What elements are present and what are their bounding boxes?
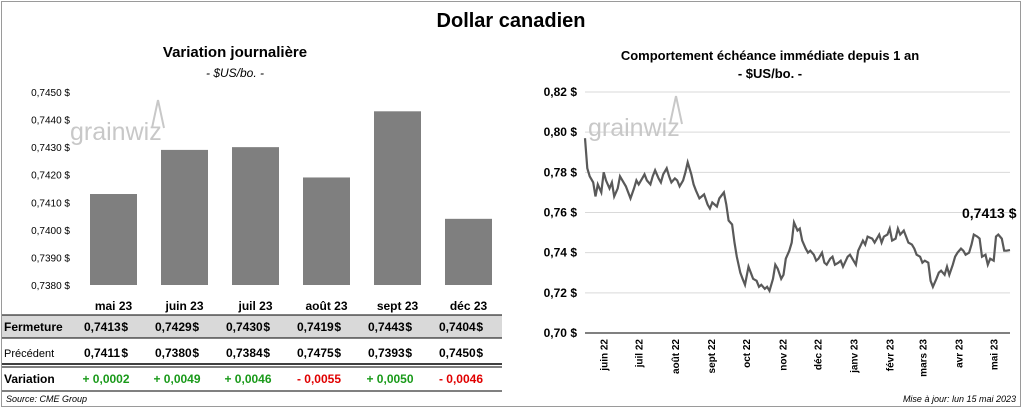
x-tick-label: mai 23	[990, 339, 1001, 371]
y-tick-label: 0,76 $	[544, 206, 578, 220]
x-category-label: sept 23	[377, 299, 419, 313]
x-category-label: juil 23	[237, 299, 272, 313]
last-value-label: 0,7413 $	[962, 205, 1017, 221]
source-note: Source: CME Group	[6, 394, 88, 404]
right-chart-title: Comportement échéance immédiate depuis 1…	[620, 48, 920, 63]
bar	[374, 111, 421, 285]
table-cell-currency: $	[405, 346, 412, 360]
x-tick-label: déc 22	[813, 339, 824, 371]
y-tick-label: 0,7410 $	[31, 198, 70, 209]
grainwiz-logo-right: grainwiz	[588, 95, 683, 142]
table-cell: 0,7430	[226, 320, 263, 334]
table-cell: 0,7419	[297, 320, 334, 334]
table-cell-currency: $	[263, 320, 270, 334]
table-cell: 0,7413	[84, 320, 121, 334]
y-tick-label: 0,7400 $	[31, 226, 70, 237]
x-tick-label: janv 23	[850, 339, 861, 374]
watermark-mark	[151, 99, 165, 129]
table-cell: 0,7475	[297, 346, 334, 360]
table-cell-currency: $	[476, 346, 483, 360]
x-category-label: mai 23	[95, 299, 133, 313]
table-cell: - 0,0055	[297, 372, 341, 386]
y-tick-label: 0,7440 $	[31, 116, 70, 127]
watermark-text-right: grainwiz	[588, 114, 680, 142]
x-tick-label: oct 22	[742, 339, 753, 368]
x-tick-label: sept 22	[707, 339, 718, 374]
table-cell: - 0,0046	[439, 372, 483, 386]
bar	[445, 218, 492, 285]
table-row-label: Précédent	[4, 348, 54, 360]
table-cell: 0,7450	[439, 346, 476, 360]
bar	[90, 194, 137, 285]
x-tick-label: févr 23	[886, 339, 897, 372]
table-cell: 0,7380	[155, 346, 192, 360]
table-cell: + 0,0002	[82, 372, 129, 386]
y-tick-label: 0,80 $	[544, 125, 578, 139]
table-cell: 0,7393	[368, 346, 405, 360]
table-cell-currency: $	[263, 346, 270, 360]
y-tick-label: 0,7420 $	[31, 171, 70, 182]
table-cell: + 0,0046	[224, 372, 271, 386]
y-tick-label: 0,7450 $	[31, 88, 70, 99]
x-tick-label: août 22	[671, 339, 682, 374]
watermark-text: grainwiz	[70, 118, 162, 146]
update-note: Mise à jour: lun 15 mai 2023	[902, 394, 1016, 404]
table-cell-currency: $	[192, 320, 199, 334]
y-tick-label: 0,7390 $	[31, 253, 70, 264]
y-tick-label: 0,74 $	[544, 246, 578, 260]
x-tick-label: nov 22	[778, 339, 789, 371]
table-cell-currency: $	[334, 320, 341, 334]
y-tick-label: 0,72 $	[544, 286, 578, 300]
y-tick-label: 0,70 $	[544, 326, 578, 340]
table-cell-currency: $	[405, 320, 412, 334]
table-cell: + 0,0050	[366, 372, 413, 386]
watermark-mark-right	[669, 95, 683, 125]
x-category-label: août 23	[305, 299, 347, 313]
table-row-label: Fermeture	[4, 320, 63, 334]
table-cell-currency: $	[476, 320, 483, 334]
table-cell-currency: $	[121, 346, 128, 360]
grainwiz-logo: grainwiz	[70, 99, 165, 146]
table-cell: 0,7411	[84, 346, 120, 360]
table-cell: + 0,0049	[153, 372, 200, 386]
left-chart-subtitle: - $US/bo. -	[205, 66, 265, 80]
table-cell: 0,7384	[226, 346, 263, 360]
close-row-bg	[2, 315, 502, 338]
x-category-label: juin 23	[164, 299, 203, 313]
series-line	[583, 138, 1011, 294]
bar	[161, 149, 208, 285]
left-chart-title: Variation journalière	[162, 44, 308, 61]
x-category-label: déc 23	[450, 299, 488, 313]
y-tick-label: 0,82 $	[544, 85, 578, 99]
bar	[303, 177, 350, 285]
right-chart-subtitle: - $US/bo. -	[737, 66, 803, 81]
table-cell: 0,7404	[439, 320, 476, 334]
table-row-label: Variation	[4, 372, 55, 386]
x-tick-label: avr 23	[955, 339, 966, 368]
page-title: Dollar canadien	[436, 10, 586, 32]
table-cell-currency: $	[192, 346, 199, 360]
x-tick-label: mars 23	[918, 339, 929, 377]
y-tick-label: 0,7380 $	[31, 281, 70, 292]
bar	[232, 147, 279, 285]
y-tick-label: 0,78 $	[544, 165, 578, 179]
table-cell-currency: $	[121, 320, 128, 334]
x-tick-label: juin 22	[600, 339, 611, 372]
table-cell: 0,7429	[155, 320, 192, 334]
y-tick-label: 0,7430 $	[31, 143, 70, 154]
table-cell-currency: $	[334, 346, 341, 360]
x-tick-label: juil 22	[635, 339, 646, 369]
table-cell: 0,7443	[368, 320, 405, 334]
